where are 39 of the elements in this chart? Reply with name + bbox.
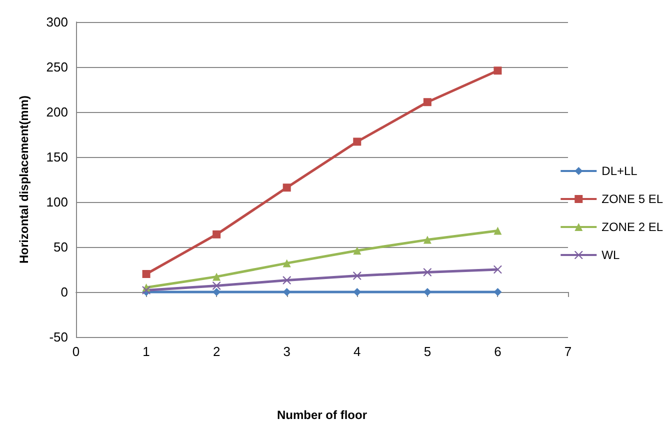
x-tick-label: 5 xyxy=(424,344,432,359)
y-tick-label: 100 xyxy=(46,194,68,210)
x-tick-label: 6 xyxy=(494,344,502,359)
x-tick-label: 4 xyxy=(354,344,361,359)
x-tick-label: 7 xyxy=(564,344,572,359)
x-tick-label: 0 xyxy=(72,344,80,359)
point xyxy=(142,270,150,278)
point xyxy=(282,276,291,284)
point xyxy=(353,246,362,255)
point xyxy=(212,230,221,238)
legend-label: DL+LL xyxy=(602,164,638,178)
point xyxy=(353,138,362,146)
point xyxy=(423,236,432,244)
y-tick-label: 50 xyxy=(54,240,68,254)
y-tick-label: -50 xyxy=(49,330,68,344)
y-tick-label: 200 xyxy=(46,104,68,120)
y-tick-label: 150 xyxy=(46,150,68,164)
point xyxy=(423,268,432,276)
point xyxy=(494,66,502,75)
y-tick-label: 0 xyxy=(60,284,68,300)
y-tick-label: 250 xyxy=(46,60,68,74)
x-tick-label: 2 xyxy=(212,344,220,359)
legend-label: ZONE 2 EL xyxy=(602,220,664,234)
point xyxy=(494,226,502,235)
point xyxy=(282,259,291,268)
point xyxy=(212,282,221,290)
legend-label: ZONE 5 EL xyxy=(602,192,664,206)
x-tick-label: 1 xyxy=(142,344,150,359)
point xyxy=(423,98,432,106)
y-axis-title: Horizontal displacement(mm) xyxy=(17,95,31,264)
x-tick-label: 3 xyxy=(283,344,290,359)
legend-label: WL xyxy=(602,248,620,262)
point xyxy=(212,272,221,281)
point xyxy=(282,184,291,192)
y-tick-label: 300 xyxy=(46,14,68,30)
point xyxy=(494,266,502,274)
x-axis-title: Number of floor xyxy=(277,408,368,422)
point xyxy=(494,288,502,296)
point xyxy=(353,272,362,280)
